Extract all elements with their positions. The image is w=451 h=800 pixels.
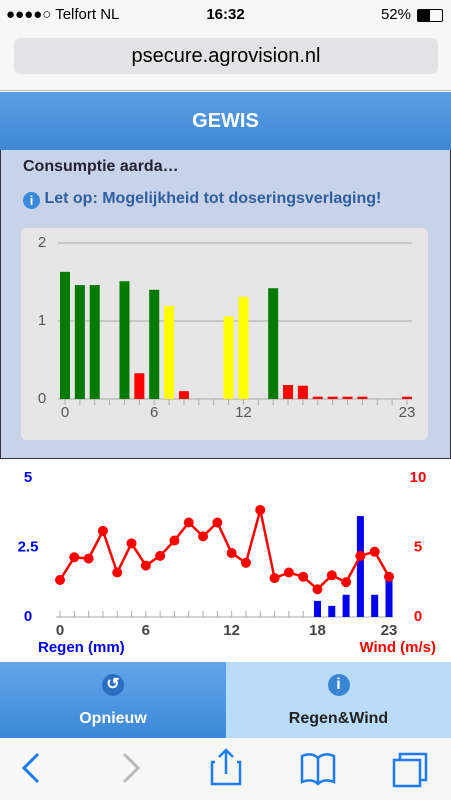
notice: i Let op: Mogelijkheid tot doseringsverl… bbox=[23, 190, 381, 209]
bar bbox=[313, 600, 321, 617]
x-tick-label: 23 bbox=[399, 404, 416, 421]
wind-point bbox=[140, 560, 151, 571]
wind-point bbox=[169, 535, 180, 546]
bar bbox=[312, 396, 323, 399]
bar bbox=[268, 288, 279, 399]
wind-line bbox=[58, 509, 391, 591]
y-tick-label: 2 bbox=[38, 234, 46, 251]
bar bbox=[283, 384, 294, 399]
bar bbox=[134, 373, 145, 399]
bar bbox=[356, 516, 364, 617]
carrier: ●●●●○ Telfort NL bbox=[6, 6, 120, 23]
bar bbox=[371, 594, 379, 617]
wind-point bbox=[212, 517, 223, 528]
bar bbox=[60, 271, 70, 399]
wind-point bbox=[283, 567, 294, 578]
axis-label: Wind (m/s) bbox=[359, 639, 436, 656]
y2-tick-label: 10 bbox=[410, 469, 427, 486]
bar bbox=[238, 296, 249, 399]
bar bbox=[297, 385, 308, 399]
bar bbox=[357, 396, 368, 399]
x-tick-label: 23 bbox=[381, 622, 398, 639]
header-title: GEWIS bbox=[192, 110, 259, 132]
x-tick-label: 0 bbox=[61, 404, 69, 421]
bar bbox=[342, 594, 350, 617]
wind-point bbox=[384, 571, 394, 582]
header: GEWIS bbox=[0, 92, 451, 150]
notice-text: Let op: Mogelijkheid tot doseringsverlag… bbox=[44, 190, 382, 207]
x-tick-label: 12 bbox=[235, 404, 252, 421]
bar bbox=[89, 285, 100, 399]
battery: 52% bbox=[380, 6, 411, 23]
url: psecure.agrovision.nl bbox=[131, 45, 321, 67]
bookmarks[interactable] bbox=[300, 753, 336, 786]
status-bar: ●●●●○ Telfort NL 16:32 52% bbox=[0, 0, 451, 30]
bar bbox=[402, 396, 412, 399]
content-line: Consumptie aarda… bbox=[23, 158, 179, 175]
bar bbox=[327, 396, 338, 399]
x-tick-label: 12 bbox=[223, 622, 240, 639]
wind-point bbox=[341, 577, 352, 588]
wind-point bbox=[269, 573, 280, 584]
wind-point bbox=[326, 570, 337, 581]
wind-point bbox=[183, 517, 194, 528]
tabs-button[interactable] bbox=[392, 752, 428, 788]
wind-point bbox=[83, 553, 94, 564]
y2-tick-label: 0 bbox=[414, 608, 422, 625]
x-tick-label: 0 bbox=[56, 622, 64, 639]
share[interactable] bbox=[210, 748, 242, 786]
wind-point bbox=[240, 557, 251, 568]
bar bbox=[223, 316, 234, 399]
bar bbox=[74, 285, 85, 399]
wind-point bbox=[55, 575, 65, 586]
url-bar: psecure.agrovision.nl bbox=[0, 30, 451, 91]
bar bbox=[342, 396, 353, 399]
bar bbox=[149, 289, 160, 399]
bar bbox=[178, 391, 189, 399]
y-tick-label: 5 bbox=[24, 469, 32, 486]
x-tick-label: 18 bbox=[309, 622, 326, 639]
bar bbox=[164, 306, 175, 399]
forward[interactable] bbox=[122, 752, 141, 784]
weather-chart: 0 2.5 5 0 5 10 0 6 12 18 23 Regen (mm) Wind (m/s) bbox=[18, 469, 436, 656]
wind-point bbox=[255, 504, 266, 515]
wind-point bbox=[97, 525, 108, 536]
bar bbox=[385, 578, 393, 617]
tab[interactable]: i Regen&Wind bbox=[226, 662, 451, 738]
tab-label: Regen&Wind bbox=[288, 710, 389, 727]
axis-label: Regen (mm) bbox=[38, 639, 125, 656]
bar bbox=[328, 605, 336, 617]
bar bbox=[119, 281, 130, 399]
y-tick-label: 0 bbox=[24, 608, 32, 625]
time: 16:32 bbox=[206, 6, 245, 23]
wind-point bbox=[355, 550, 366, 561]
x-tick-label: 6 bbox=[142, 622, 150, 639]
info-icon: i bbox=[23, 192, 40, 209]
content: Consumptie aarda… i Let op: Mogelijkheid… bbox=[0, 150, 451, 459]
url-field[interactable]: psecure.agrovision.nl bbox=[14, 38, 438, 74]
wind-point bbox=[312, 584, 323, 595]
y-tick-label: 1 bbox=[38, 312, 46, 329]
y-tick-label: 0 bbox=[38, 390, 46, 407]
wind-point bbox=[226, 548, 237, 559]
x-tick-label: 6 bbox=[150, 404, 158, 421]
wind-point bbox=[369, 546, 380, 557]
toolbar bbox=[0, 738, 451, 800]
wind-point bbox=[126, 538, 137, 549]
wind-point bbox=[69, 552, 80, 563]
y-tick-label: 2.5 bbox=[18, 538, 39, 555]
tab[interactable]: ↺ Opnieuw bbox=[0, 662, 226, 738]
wind-point bbox=[298, 571, 309, 582]
y2-tick-label: 5 bbox=[414, 538, 422, 555]
wind-point bbox=[198, 531, 209, 542]
tab-label: Opnieuw bbox=[79, 710, 147, 727]
wind-point bbox=[112, 567, 123, 578]
wind-point bbox=[155, 550, 166, 561]
back[interactable] bbox=[21, 752, 40, 784]
battery-icon bbox=[417, 9, 443, 22]
